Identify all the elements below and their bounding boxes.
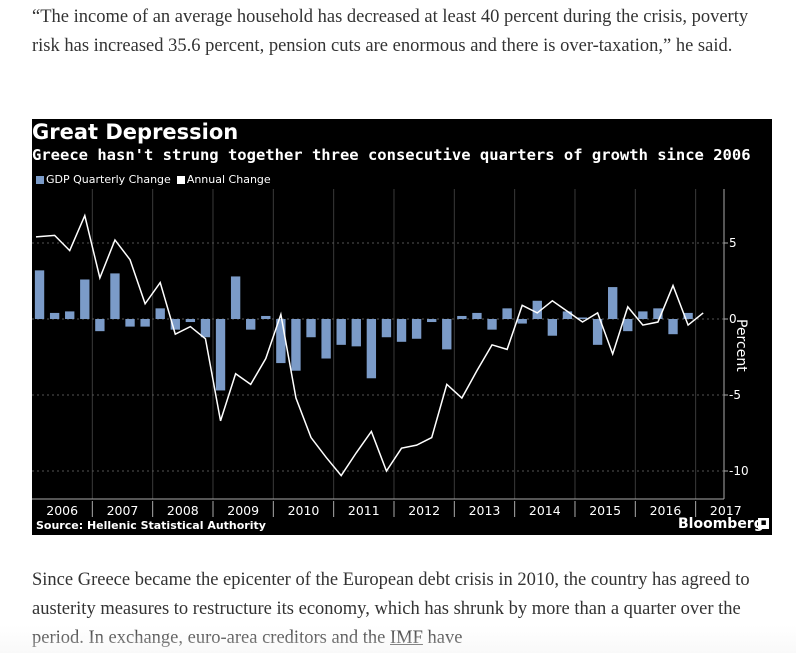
legend-item-annual: Annual Change xyxy=(176,173,271,186)
y-tick-label: -5 xyxy=(729,388,741,402)
article-quote-paragraph: “The income of an average household has … xyxy=(32,7,749,56)
chart-figure: Great Depression Greece hasn't strung to… xyxy=(32,119,772,535)
imf-link[interactable]: IMF xyxy=(390,628,423,648)
gdp-bar xyxy=(291,319,301,371)
y-axis-label: Percent xyxy=(733,319,749,372)
gdp-bar xyxy=(215,319,226,391)
gdp-bar xyxy=(185,319,196,323)
legend-label-gdp: GDP Quarterly Change xyxy=(46,173,171,186)
gdp-bar xyxy=(336,319,346,345)
x-tick-label: 2014 xyxy=(529,503,561,518)
gdp-bar xyxy=(608,287,618,319)
chart-source: Source: Hellenic Statistical Authority xyxy=(36,519,266,532)
gdp-bar xyxy=(170,319,180,330)
gdp-bar xyxy=(427,319,437,323)
gdp-bar xyxy=(261,315,271,319)
gdp-bar xyxy=(49,312,60,319)
y-tick-label: 0 xyxy=(729,312,737,326)
x-tick-label: 2007 xyxy=(107,503,139,518)
x-tick-label: 2016 xyxy=(650,503,682,518)
gdp-bar xyxy=(653,308,663,319)
chart-legend: GDP Quarterly Change Annual Change xyxy=(36,173,271,186)
gdp-bar xyxy=(472,312,482,319)
article-body-paragraph: Since Greece became the epicenter of the… xyxy=(32,566,772,653)
gdp-bar xyxy=(230,276,241,319)
gdp-bar xyxy=(442,319,452,350)
gdp-bar xyxy=(638,311,648,319)
legend-swatch-line xyxy=(176,175,185,184)
x-tick-label: 2011 xyxy=(348,503,380,518)
gdp-bar xyxy=(110,273,120,319)
legend-swatch-bar xyxy=(36,175,44,184)
gdp-bar xyxy=(65,311,75,319)
gdp-bar xyxy=(95,319,105,332)
legend-label-annual: Annual Change xyxy=(186,173,271,186)
x-tick-label: 2013 xyxy=(469,503,501,518)
legend-item-gdp: GDP Quarterly Change xyxy=(36,173,171,186)
gdp-bar xyxy=(517,319,527,324)
gdp-bar xyxy=(457,315,467,319)
gdp-bar xyxy=(381,319,392,338)
x-tick-label: 2008 xyxy=(167,503,199,518)
x-tick-label: 2015 xyxy=(589,503,621,518)
gdp-bar xyxy=(80,279,90,319)
gdp-bar xyxy=(125,319,135,327)
gdp-bar xyxy=(200,319,211,338)
gdp-bar xyxy=(577,317,588,319)
chart-plot: 5 0 -5 -10 2006 2007 2008 2009 2010 2011 2012 2013 2… xyxy=(32,189,749,518)
gdp-bar xyxy=(411,319,422,339)
gdp-bar xyxy=(532,300,542,319)
gdp-bar xyxy=(668,319,678,335)
gdp-bar xyxy=(276,319,286,364)
x-tick-label: 2012 xyxy=(408,503,440,518)
bloomberg-logo-icon: ▪ xyxy=(758,518,769,529)
chart-subtitle: Greece hasn't strung together three cons… xyxy=(32,146,751,164)
gdp-bar xyxy=(592,319,603,345)
gdp-bar xyxy=(321,319,331,359)
bloomberg-logo: Bloomberg xyxy=(678,516,764,532)
gdp-bar xyxy=(351,319,361,347)
x-tick-label: 2017 xyxy=(710,503,742,518)
gdp-bar xyxy=(140,319,150,327)
body-text-after-link: have xyxy=(422,628,463,648)
gdp-bar xyxy=(155,308,165,319)
gdp-bar xyxy=(683,312,693,319)
gdp-bar xyxy=(623,319,633,332)
gdp-bar xyxy=(246,319,256,330)
gdp-bar xyxy=(34,270,45,319)
x-tick-label: 2009 xyxy=(227,503,259,518)
gdp-bar xyxy=(396,319,407,342)
gdp-bar xyxy=(306,319,316,338)
gdp-bar xyxy=(547,319,558,336)
gdp-bar xyxy=(366,319,377,379)
gdp-bar xyxy=(502,308,512,319)
y-tick-label: -10 xyxy=(729,464,749,478)
chart-title: Great Depression xyxy=(32,120,239,144)
gdp-bar xyxy=(562,311,573,319)
gdp-bar xyxy=(487,319,497,330)
x-tick-label: 2010 xyxy=(288,503,320,518)
y-tick-label: 5 xyxy=(729,236,737,250)
x-tick-label: 2006 xyxy=(46,503,78,518)
